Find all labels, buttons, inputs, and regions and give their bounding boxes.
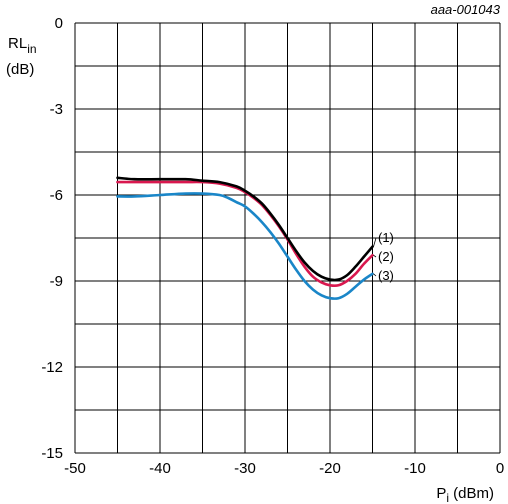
series-label-leader bbox=[373, 237, 377, 247]
y-axis-label-sub: in bbox=[27, 42, 36, 56]
series-label: (1) bbox=[378, 230, 394, 245]
series-group bbox=[116, 176, 374, 300]
document-id: aaa-001043 bbox=[431, 2, 501, 17]
series-label: (3) bbox=[378, 268, 394, 283]
y-tick-label: -3 bbox=[50, 101, 63, 118]
series-label-leader bbox=[373, 273, 377, 277]
y-axis-unit: (dB) bbox=[6, 61, 34, 78]
y-tick-label: -12 bbox=[41, 359, 63, 376]
y-axis-label-main: RL bbox=[8, 35, 27, 52]
x-axis-label-sub: i bbox=[446, 491, 449, 504]
y-tick-label: -6 bbox=[50, 187, 63, 204]
grid bbox=[74, 22, 501, 454]
series-labels: (1) (2) (3) bbox=[373, 230, 394, 283]
x-tick-label: -20 bbox=[319, 460, 341, 477]
x-tick-label: -30 bbox=[234, 460, 256, 477]
series-label-leader bbox=[373, 254, 377, 258]
series-line bbox=[116, 176, 374, 282]
y-tick-label: 0 bbox=[55, 15, 63, 32]
x-tick-label: -50 bbox=[64, 460, 86, 477]
x-tick-label: -40 bbox=[149, 460, 171, 477]
y-tick-label: -9 bbox=[50, 273, 63, 290]
x-tick-label: -10 bbox=[404, 460, 426, 477]
y-tick-label: -15 bbox=[41, 445, 63, 462]
tick-labels: -50 -40 -30 -20 -10 0 0 -3 -6 -9 -12 -15 bbox=[41, 15, 504, 477]
y-axis-label: RLin bbox=[8, 35, 37, 56]
x-tick-label: 0 bbox=[496, 460, 504, 477]
x-axis-label-main: P bbox=[436, 485, 446, 502]
series-label: (2) bbox=[378, 249, 394, 264]
series-line bbox=[116, 192, 374, 300]
x-axis-label: Pi (dBm) bbox=[436, 485, 494, 504]
x-axis-label-unit: (dBm) bbox=[449, 485, 494, 502]
